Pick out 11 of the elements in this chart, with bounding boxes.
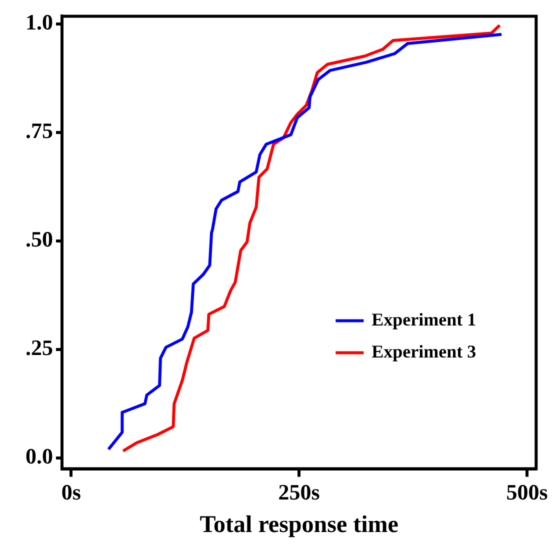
x-tick-label: 500s [506, 480, 548, 505]
x-tick-label: 250s [278, 480, 320, 505]
y-tick-label: 0.0 [26, 444, 53, 469]
x-axis-title: Total response time [200, 512, 399, 538]
legend-label: Experiment 3 [372, 341, 476, 362]
y-tick-label: 1.0 [26, 10, 53, 35]
y-tick-label: .50 [26, 226, 53, 252]
y-tick-label: .75 [26, 118, 53, 144]
legend-label: Experiment 1 [372, 309, 476, 330]
x-tick-label: 0s [61, 480, 82, 505]
y-tick-label: .25 [26, 335, 53, 360]
